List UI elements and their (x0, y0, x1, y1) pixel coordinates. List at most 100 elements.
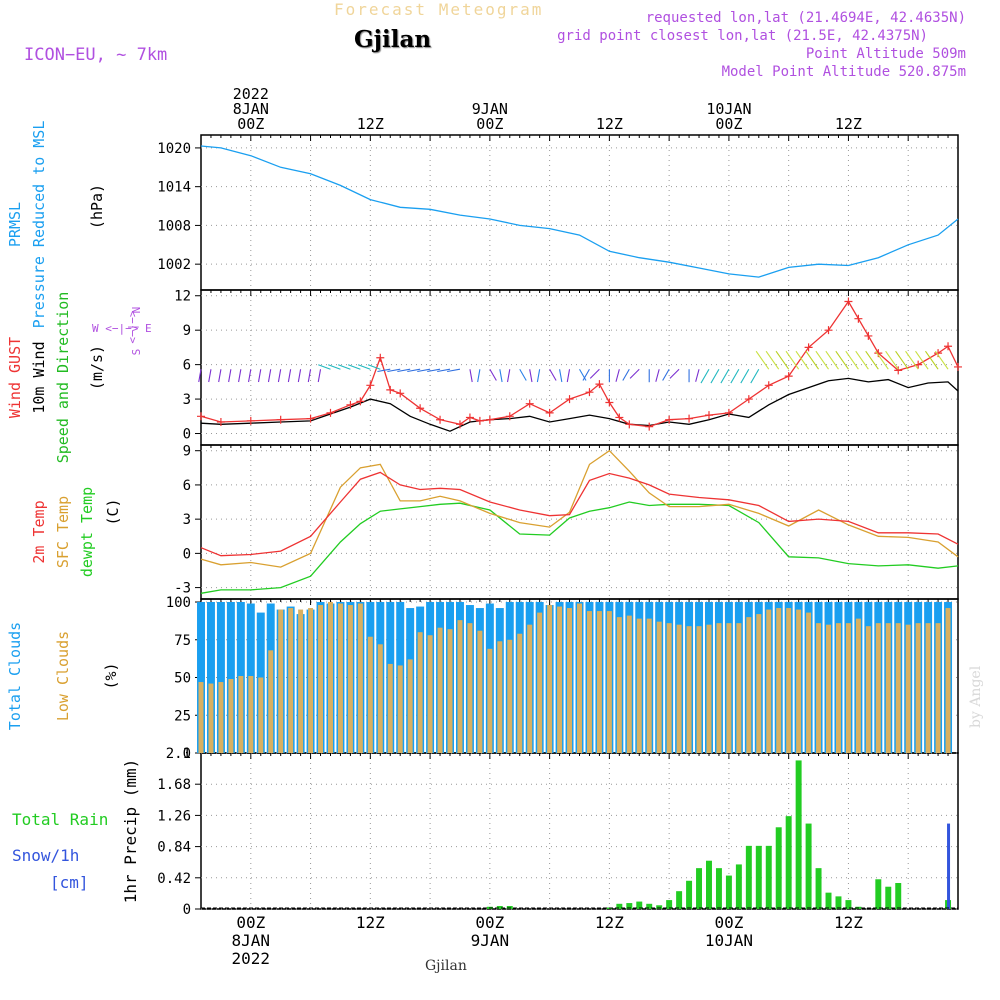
wind-direction-arrow (750, 368, 760, 384)
wind-direction-arrow (198, 369, 202, 383)
low-cloud-bar (387, 663, 393, 753)
wind-direction-arrow (469, 369, 473, 383)
precip-rain-label: Total Rain (12, 810, 108, 829)
rain-bar (885, 886, 892, 909)
top-time-label: 10JAN (706, 100, 751, 118)
wind-gust-marker (804, 343, 813, 352)
low-cloud-bar (925, 623, 931, 753)
low-cloud-bar (517, 633, 523, 753)
point-altitude: Point Altitude 509m (805, 46, 966, 62)
wind-gust-marker (954, 362, 962, 371)
wind-speed-line (200, 377, 959, 432)
wind-direction-arrow (519, 368, 527, 381)
temp-unit: (C) (104, 498, 122, 525)
low-cloud-bar (447, 629, 453, 753)
low-cloud-bar (806, 612, 812, 753)
wind-direction-arrow (257, 369, 262, 383)
low-cloud-bar (736, 623, 742, 753)
wind-direction-arrow (529, 369, 533, 383)
wind-direction-arrow (582, 368, 590, 381)
bottom-time-label: 12Z (595, 913, 624, 932)
wind-direction-arrow (700, 368, 710, 384)
low-cloud-bar (636, 618, 642, 753)
ytick-label-temp: -3 (174, 581, 191, 597)
wind-direction-arrow (925, 350, 939, 370)
wind-direction-arrow (720, 368, 730, 384)
wind-gust-marker (366, 381, 375, 390)
low-cloud-bar (268, 650, 274, 753)
low-cloud-bar (238, 676, 244, 753)
wind-direction-arrow (317, 369, 322, 383)
temp-sfc-label: SFC Temp (54, 496, 72, 568)
wind-direction-arrow (437, 368, 451, 373)
wind-gust-marker (625, 420, 634, 429)
low-cloud-bar (278, 609, 284, 753)
low-cloud-bar (895, 623, 901, 753)
low-cloud-bar (796, 609, 802, 753)
low-cloud-bar (328, 602, 333, 753)
top-time-label: 12Z (357, 115, 384, 133)
ytick-label-pressure: 1002 (157, 257, 191, 273)
low-cloud-bar (198, 682, 204, 753)
pressure-unit: (hPa) (88, 184, 106, 229)
ytick-label-pressure: 1014 (157, 180, 191, 196)
low-cloud-bar (377, 644, 383, 753)
bottom-time-label: 00Z (236, 913, 265, 932)
low-cloud-bar (766, 609, 772, 753)
top-time-label: 00Z (237, 115, 264, 133)
ytick-label-temp: 6 (183, 478, 191, 494)
top-time-label: 00Z (476, 115, 503, 133)
low-cloud-bar (716, 623, 722, 753)
bottom-time-label: 12Z (834, 913, 863, 932)
wind-gust-marker (605, 398, 614, 407)
precip-snow-unit: [cm] (50, 873, 89, 892)
wind-direction-arrow (417, 368, 431, 373)
wind-gust-marker (346, 400, 355, 409)
ytick-label-precip: 0.84 (157, 840, 191, 856)
ytick-label-precip: 0 (183, 902, 191, 918)
wind-direction-arrow (785, 350, 800, 370)
rain-bar (626, 903, 633, 909)
low-cloud-bar (228, 679, 234, 753)
rain-bar (666, 900, 673, 909)
wind-direction-arrow (825, 350, 839, 370)
rain-bar (646, 903, 653, 909)
wind-direction-arrow (579, 368, 587, 381)
rain-bar (715, 868, 722, 909)
bottom-time-label: 00Z (714, 913, 743, 932)
wind-gust-marker (685, 414, 694, 423)
low-cloud-bar (666, 623, 672, 753)
low-cloud-bar (865, 626, 871, 753)
wind-gust-marker (276, 415, 285, 424)
top-time-label: 00Z (715, 115, 742, 133)
wind-direction-arrow (905, 350, 919, 370)
low-cloud-bar (577, 603, 582, 753)
wind-10m-label: 10m Wind (30, 341, 48, 413)
wind-direction-arrow (228, 369, 232, 383)
rain-bar (745, 845, 752, 909)
rain-bar (815, 868, 822, 909)
ytick-label-temp: 9 (183, 444, 191, 460)
low-cloud-bar (298, 609, 304, 753)
bottom-time-label: 9JAN (471, 931, 510, 950)
low-cloud-bar (537, 612, 543, 753)
bottom-time-label: 8JAN (232, 931, 271, 950)
wind-gust-marker (585, 388, 594, 397)
low-cloud-bar (586, 611, 592, 753)
ytick-label-temp: 3 (183, 512, 191, 528)
wind-direction-arrow (277, 369, 282, 383)
wind-gust-marker (396, 389, 405, 398)
rain-bar (755, 845, 762, 909)
wind-gust-marker (744, 395, 753, 404)
wind-gust-marker (197, 412, 205, 421)
wind-direction-arrow (427, 368, 441, 373)
top-time-label: 12Z (596, 115, 623, 133)
wind-direction-arrow (835, 350, 849, 370)
bottom-time-label: 10JAN (705, 931, 753, 950)
low-cloud-bar (816, 623, 822, 753)
wind-gust-marker (545, 408, 554, 417)
wind-gust-label: Wind GUST (6, 337, 24, 418)
low-cloud-bar (786, 608, 792, 753)
low-cloud-bar (686, 626, 692, 753)
rain-bar (805, 823, 812, 909)
